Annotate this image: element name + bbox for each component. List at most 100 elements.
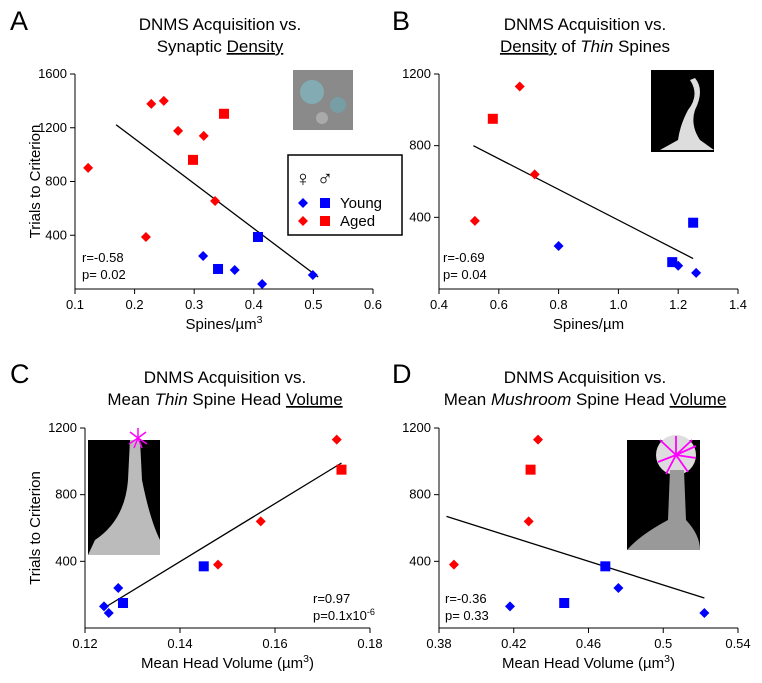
x-tick-label: 0.8 xyxy=(550,297,568,312)
y-tick-label: 800 xyxy=(409,487,431,502)
x-tick-label: 0.54 xyxy=(725,636,750,651)
trend-line xyxy=(473,145,694,260)
x-tick-label: 0.1 xyxy=(66,297,84,312)
inset-c xyxy=(88,428,160,555)
point-square xyxy=(600,561,611,572)
point-diamond xyxy=(173,125,184,136)
chart-title: Density of Thin Spines xyxy=(500,37,670,56)
chart-title-part: Spine Head xyxy=(188,390,286,409)
point-square xyxy=(252,231,263,242)
point-diamond xyxy=(257,279,268,290)
y-tick-label: 1600 xyxy=(38,66,67,81)
x-tick-label: 0.38 xyxy=(426,636,451,651)
legend-marker xyxy=(298,198,308,208)
point-diamond xyxy=(691,267,702,278)
x-tick-label: 1.4 xyxy=(729,297,747,312)
x-tick-label: 0.16 xyxy=(262,636,287,651)
point-diamond xyxy=(213,559,223,570)
panel-label: D xyxy=(392,359,412,389)
point-diamond xyxy=(198,250,209,261)
chart-title-part: Spine Head xyxy=(571,390,669,409)
annotation: p=0.1x10-6 xyxy=(313,607,375,623)
x-tick-label: 1.0 xyxy=(609,297,627,312)
x-tick-label: 0.14 xyxy=(167,636,192,651)
x-axis-label-part: Mean Head Volume (µm xyxy=(502,655,664,672)
point-square xyxy=(219,108,229,119)
annotation: p= 0.04 xyxy=(443,267,487,282)
point-diamond xyxy=(229,265,240,276)
point-diamond xyxy=(198,130,209,141)
annotation-part: p=0.1x10 xyxy=(313,608,367,623)
y-axis-label: Trials to Criterion xyxy=(27,125,44,239)
chart-title-part: Mushroom xyxy=(491,390,571,409)
panel-label: B xyxy=(392,6,410,36)
y-tick-label: 800 xyxy=(45,174,67,189)
annotation: r=-0.36 xyxy=(445,591,487,606)
y-tick-label: 400 xyxy=(55,553,77,568)
annotation-part: -6 xyxy=(367,607,375,617)
panel-label: C xyxy=(10,359,30,389)
x-tick-label: 0.6 xyxy=(364,297,382,312)
y-tick-label: 1200 xyxy=(38,120,67,135)
chart-title-part: Mean xyxy=(444,390,491,409)
point-diamond xyxy=(146,98,157,109)
point-diamond xyxy=(523,516,534,527)
chart-title: DNMS Acquisition vs. xyxy=(139,15,302,34)
y-tick-label: 800 xyxy=(409,138,431,153)
x-tick-label: 0.12 xyxy=(72,636,97,651)
x-tick-label: 0.3 xyxy=(185,297,203,312)
annotation: p= 0.33 xyxy=(445,608,489,623)
chart-title: DNMS Acquisition vs. xyxy=(504,368,667,387)
point-diamond xyxy=(113,583,124,593)
chart-title-part: Volume xyxy=(286,390,343,409)
legend-marker xyxy=(298,216,308,226)
y-tick-label: 400 xyxy=(409,553,431,568)
x-axis-label-part: ) xyxy=(670,655,675,672)
x-axis-label-part: Mean Head Volume (µm xyxy=(141,655,303,672)
y-tick-label: 400 xyxy=(409,209,431,224)
legend-marker xyxy=(320,198,330,208)
y-tick-label: 800 xyxy=(55,487,77,502)
point-diamond xyxy=(613,583,624,593)
x-tick-label: 0.42 xyxy=(501,636,526,651)
y-tick-label: 1200 xyxy=(48,420,77,435)
point-diamond xyxy=(469,215,480,226)
chart-title-part: Mean xyxy=(107,390,154,409)
y-tick-label: 1200 xyxy=(402,420,431,435)
y-axis-label: Trials to Criterion xyxy=(27,471,44,585)
x-tick-label: 0.18 xyxy=(357,636,382,651)
chart-title: Synaptic Density xyxy=(157,37,284,56)
annotation: r=-0.58 xyxy=(82,250,124,265)
inset-d xyxy=(627,435,700,550)
point-diamond xyxy=(331,434,342,445)
legend-marker xyxy=(320,216,330,226)
x-axis-label-part: 3 xyxy=(257,314,263,326)
point-diamond xyxy=(307,270,318,281)
x-tick-label: 0.6 xyxy=(490,297,508,312)
x-tick-label: 0.5 xyxy=(304,297,322,312)
trend-line xyxy=(446,515,705,599)
x-axis-label: Mean Head Volume (µm3) xyxy=(141,653,314,672)
point-diamond xyxy=(505,601,516,612)
x-tick-label: 0.5 xyxy=(654,636,672,651)
point-square xyxy=(198,561,209,572)
point-square xyxy=(688,217,699,228)
point-square xyxy=(559,598,570,608)
point-square xyxy=(487,113,498,124)
point-diamond xyxy=(83,162,94,173)
point-diamond xyxy=(103,608,114,618)
point-square xyxy=(525,464,536,475)
legend-header: ♂ xyxy=(317,166,334,191)
chart-title: Mean Thin Spine Head Volume xyxy=(107,390,342,409)
chart-title-part: Density xyxy=(227,37,284,56)
x-axis-label: Mean Head Volume (µm3) xyxy=(502,653,675,672)
chart-title: Mean Mushroom Spine Head Volume xyxy=(444,390,727,409)
chart-title-part: Synaptic xyxy=(157,37,227,56)
point-diamond xyxy=(255,516,266,527)
point-diamond xyxy=(553,241,564,251)
point-diamond xyxy=(533,434,544,445)
point-square xyxy=(188,154,199,165)
y-tick-label: 400 xyxy=(45,227,67,242)
x-axis-label-part: 3 xyxy=(303,653,309,665)
